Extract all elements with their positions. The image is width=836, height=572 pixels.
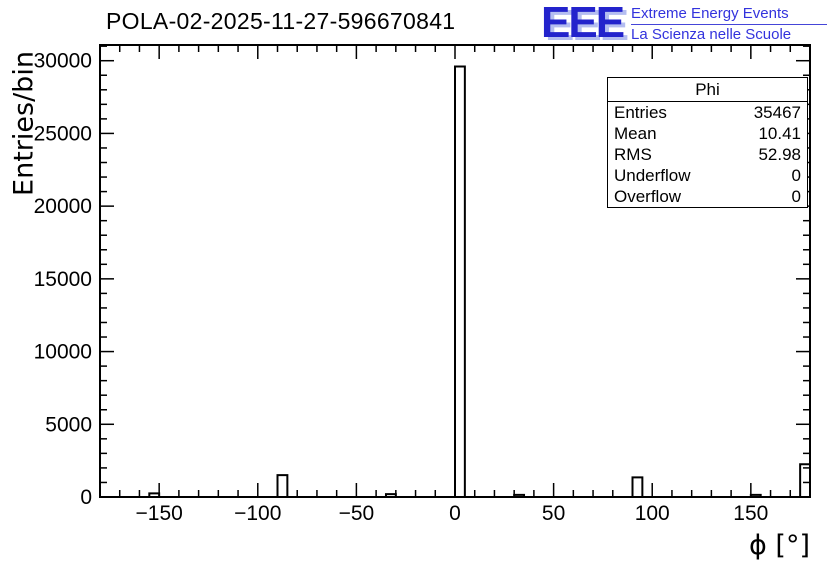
y-tick-label: 0	[80, 486, 92, 509]
histogram-bin	[454, 65, 466, 497]
y-tick-label: 15000	[34, 268, 92, 291]
x-tick-label: −100	[234, 502, 281, 525]
stats-value: 35467	[753, 103, 801, 122]
x-axis-label: ϕ [°]	[749, 530, 810, 561]
plot-title: POLA-02-2025-11-27-596670841	[106, 8, 456, 34]
x-tick-label: −150	[136, 502, 183, 525]
eee-logo-text: EEE	[541, 0, 625, 47]
logo-divider-line	[631, 24, 828, 25]
stats-row-rms: RMS 52.98	[608, 144, 807, 165]
logo-tagline-2: La Scienza nelle Scuole	[631, 26, 792, 43]
stats-value: 0	[791, 166, 801, 185]
y-tick-label: 25000	[34, 122, 92, 145]
eee-logo: EEE Extreme Energy Events La Scienza nel…	[541, 0, 828, 47]
histogram-bin	[799, 463, 811, 497]
eee-logo-taglines: Extreme Energy Events La Scienza nelle S…	[631, 2, 828, 44]
stats-label: Underflow	[614, 166, 691, 185]
x-tick-label: 150	[733, 502, 768, 525]
y-axis-label: Entries/bin	[8, 51, 40, 196]
x-tick-label: 50	[542, 502, 565, 525]
stats-label: Mean	[614, 124, 657, 143]
stats-row-overflow: Overflow 0	[608, 186, 807, 207]
stats-box: Phi Entries 35467 Mean 10.41 RMS 52.98 U…	[607, 77, 808, 208]
stats-title: Phi	[608, 78, 807, 102]
stats-value: 0	[791, 187, 801, 206]
stats-label: Entries	[614, 103, 667, 122]
logo-tagline-1: Extreme Energy Events	[631, 5, 789, 22]
stats-row-mean: Mean 10.41	[608, 123, 807, 144]
stats-value: 10.41	[758, 124, 801, 143]
stats-label: RMS	[614, 145, 652, 164]
x-tick-label: 0	[449, 502, 461, 525]
y-tick-label: 30000	[34, 50, 92, 73]
stats-row-underflow: Underflow 0	[608, 165, 807, 186]
histogram-bin	[276, 474, 289, 497]
x-tick-label: 100	[635, 502, 670, 525]
stats-label: Overflow	[614, 187, 682, 206]
stats-value: 52.98	[758, 145, 801, 164]
y-tick-label: 5000	[45, 413, 92, 436]
stats-row-entries: Entries 35467	[608, 102, 807, 123]
y-tick-label: 10000	[34, 341, 92, 364]
y-tick-label: 20000	[34, 195, 92, 218]
x-tick-label: −50	[339, 502, 375, 525]
histogram-bin	[631, 476, 644, 497]
